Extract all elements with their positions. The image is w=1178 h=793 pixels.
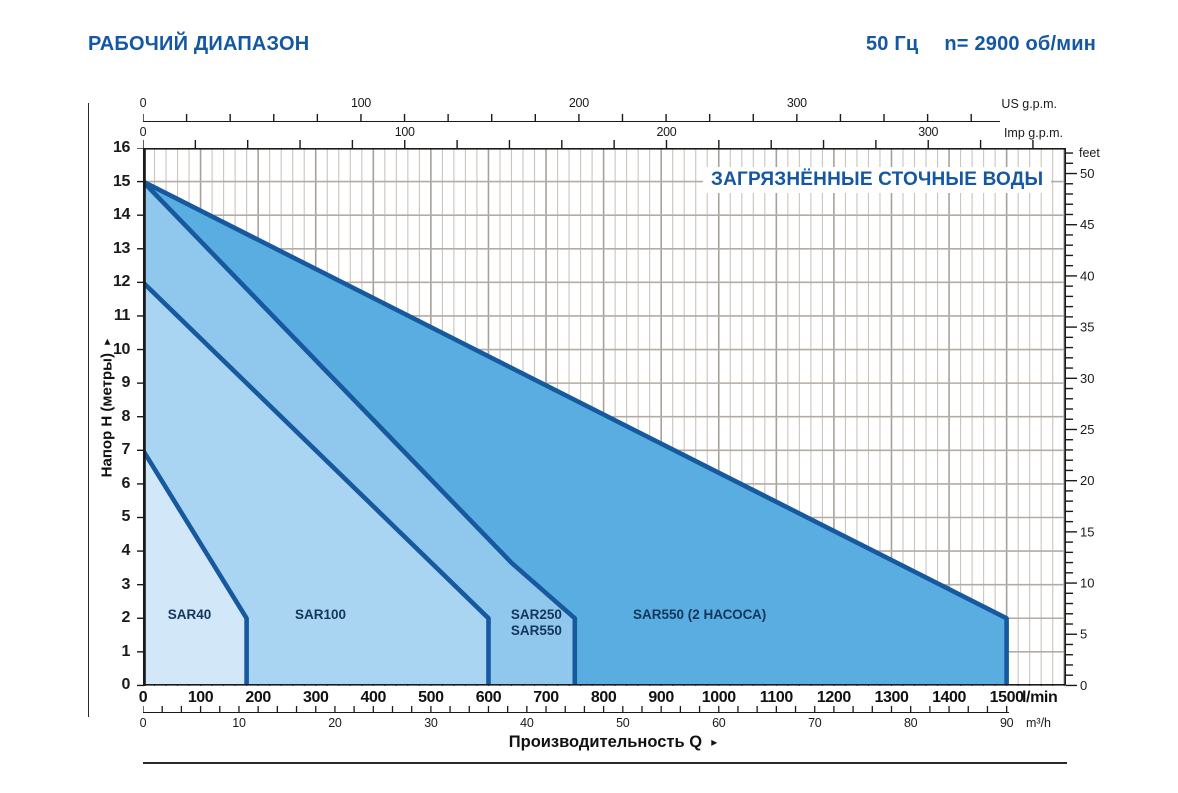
meters-tick-label: 4 [121, 542, 131, 560]
m3h-tick-label: 90 [999, 716, 1014, 730]
lmin-unit-label: l/min [1022, 689, 1058, 706]
meters-tick-label: 15 [113, 172, 130, 190]
region-label-SAR550-2-pumps: SAR550 (2 НАСОСА) [633, 607, 766, 622]
x-axis-arrow-icon: ▸ [711, 735, 718, 749]
m3h-unit-label: m³/h [1026, 716, 1051, 730]
region-label-SAR40: SAR40 [168, 607, 212, 622]
us-gpm-tick-label: 300 [786, 96, 807, 110]
feet-tick-label: 5 [1080, 627, 1087, 642]
feet-unit-label: feet [1079, 146, 1100, 160]
lmin-tick-label: 400 [360, 689, 387, 706]
meters-tick-label: 13 [113, 239, 130, 257]
region-boundary-SAR250-SAR550 [143, 180, 578, 686]
m3h-tick-label: 70 [808, 716, 822, 730]
m3h-axis-line [143, 712, 1009, 713]
meters-tick-label: 12 [113, 273, 130, 291]
region-label-SAR250-SAR550: SAR250 [511, 607, 562, 622]
chart-annotation: ЗАГРЯЗНЁННЫЕ СТОЧНЫЕ ВОДЫ [703, 167, 1052, 193]
lmin-tick-label: 600 [475, 689, 502, 706]
imp-gpm-tick-label: 300 [918, 125, 939, 139]
feet-tick-label: 45 [1080, 217, 1094, 232]
header-specs: 50 Гц n= 2900 об/мин [820, 33, 1096, 56]
us-gpm-axis-line [143, 121, 1000, 122]
region-fill-SAR100 [143, 282, 489, 686]
region-fill-SAR40 [143, 450, 247, 686]
m3h-ticks [143, 706, 1008, 713]
imp-gpm-tick-label: 100 [394, 125, 415, 139]
frequency-label: 50 Гц [865, 33, 919, 55]
lmin-tick-label: 800 [590, 689, 617, 706]
region-label-SAR250-SAR550: SAR550 [511, 623, 562, 638]
meters-tick-label: 9 [121, 374, 131, 392]
meters-tick-label: 3 [121, 575, 131, 593]
us-gpm-unit-label: US g.p.m. [1001, 97, 1057, 111]
meters-tick-label: 6 [121, 474, 131, 492]
bottom-border-rule [143, 762, 1067, 764]
m3h-tick-label: 0 [139, 716, 147, 730]
feet-tick-label: 15 [1080, 524, 1094, 539]
meters-tick-label: 7 [121, 441, 131, 459]
m3h-tick-label: 10 [232, 716, 246, 730]
imp-gpm-tick-label: 200 [656, 125, 677, 139]
meters-tick-label: 2 [121, 609, 131, 627]
region-boundary-SAR550-2-pumps [143, 179, 1009, 686]
imp-gpm-unit-label: Imp g.p.m. [1003, 126, 1063, 140]
lmin-tick-label: 100 [187, 689, 214, 706]
lmin-tick-label: 900 [648, 689, 674, 706]
feet-tick-label: 0 [1080, 678, 1087, 693]
feet-axis: 0 5 10 15 20 25 30 35 40 45 50 [1066, 152, 1094, 693]
imp-gpm-ticks [143, 140, 1034, 148]
us-gpm-ticks [143, 114, 972, 122]
m3h-tick-label: 40 [520, 716, 534, 730]
meters-tick-label: 1 [121, 642, 131, 660]
lmin-tick-label: 1400 [932, 689, 967, 706]
feet-tick-label: 10 [1080, 576, 1094, 591]
lmin-tick-label: 500 [418, 689, 444, 706]
lmin-tick-label: 1500 [989, 689, 1024, 706]
lmin-tick-label: 700 [533, 689, 559, 706]
m3h-tick-label: 60 [712, 716, 726, 730]
feet-tick-label: 50 [1080, 166, 1094, 181]
feet-tick-label: 40 [1080, 268, 1094, 283]
us-gpm-tick-label: 100 [350, 96, 371, 110]
region-boundary-SAR100 [143, 280, 491, 686]
region-boundary-SAR40 [143, 449, 249, 686]
page-title: РАБОЧИЙ ДИАПАЗОН [88, 33, 310, 55]
lmin-tick-label: 1100 [759, 689, 794, 706]
us-gpm-tick-label: 0 [139, 96, 147, 110]
feet-tick-label: 25 [1080, 422, 1094, 437]
speed-label: n= 2900 об/мин [944, 33, 1096, 55]
lmin-tick-label: 1000 [701, 689, 736, 706]
lmin-tick-label: 1300 [874, 689, 909, 706]
x-axis-title: Производительность Q ▸ [508, 733, 718, 751]
meters-tick-label: 16 [113, 139, 130, 156]
meters-tick-label: 11 [113, 306, 131, 324]
meters-tick-label: 8 [121, 407, 131, 425]
left-border-rule [88, 103, 89, 717]
m3h-tick-label: 20 [328, 716, 342, 730]
us-gpm-tick-label: 200 [568, 96, 589, 110]
meters-tick-label: 0 [121, 676, 131, 694]
meters-tick-label: 10 [113, 340, 130, 358]
feet-tick-label: 20 [1080, 473, 1094, 488]
m3h-tick-label: 80 [904, 716, 918, 730]
m3h-tick-label: 50 [616, 716, 630, 730]
lmin-tick-label: 1200 [816, 689, 851, 706]
lmin-tick-label: 200 [245, 689, 271, 706]
feet-tick-label: 35 [1080, 320, 1094, 335]
lmin-tick-label: 0 [138, 689, 148, 706]
feet-tick-label: 30 [1080, 371, 1094, 386]
meters-ticks [137, 148, 144, 687]
imp-gpm-tick-label: 0 [139, 125, 147, 139]
m3h-tick-label: 30 [424, 716, 438, 730]
region-label-SAR100: SAR100 [295, 607, 346, 622]
meters-tick-label: 14 [113, 206, 130, 224]
meters-tick-label: 5 [121, 508, 131, 526]
lmin-tick-label: 300 [302, 689, 329, 706]
